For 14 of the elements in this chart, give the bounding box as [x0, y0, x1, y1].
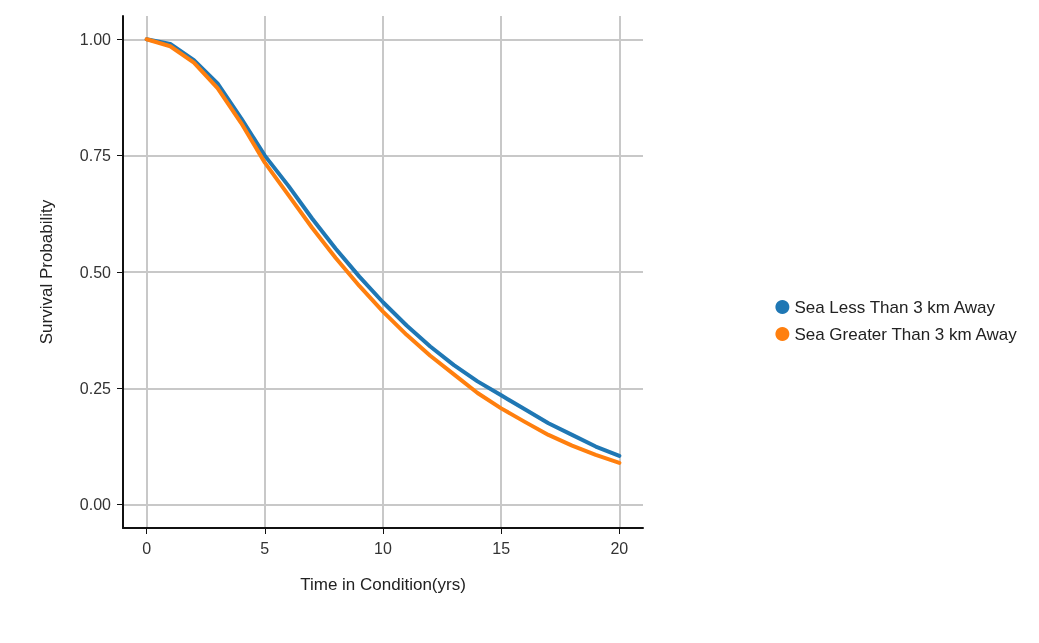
legend-label: Sea Less Than 3 km Away: [794, 297, 996, 317]
y-tick-label: 0.25: [79, 379, 112, 397]
x-axis-title: Time in Condition(yrs): [300, 575, 466, 594]
x-tick-label: 0: [142, 539, 152, 557]
legend-label: Sea Greater Than 3 km Away: [794, 324, 1018, 344]
x-tick-label: 20: [610, 539, 629, 557]
y-tick-label: 0.75: [79, 147, 112, 165]
x-tick-label: 5: [260, 539, 270, 557]
y-tick-label: 0.50: [79, 263, 112, 281]
y-tick-label: 1.00: [79, 30, 112, 48]
y-axis-title: Survival Probability: [37, 199, 56, 345]
y-tick-label: 0.00: [79, 496, 112, 514]
x-tick-label: 15: [492, 539, 511, 557]
x-tick-label: 10: [374, 539, 392, 557]
